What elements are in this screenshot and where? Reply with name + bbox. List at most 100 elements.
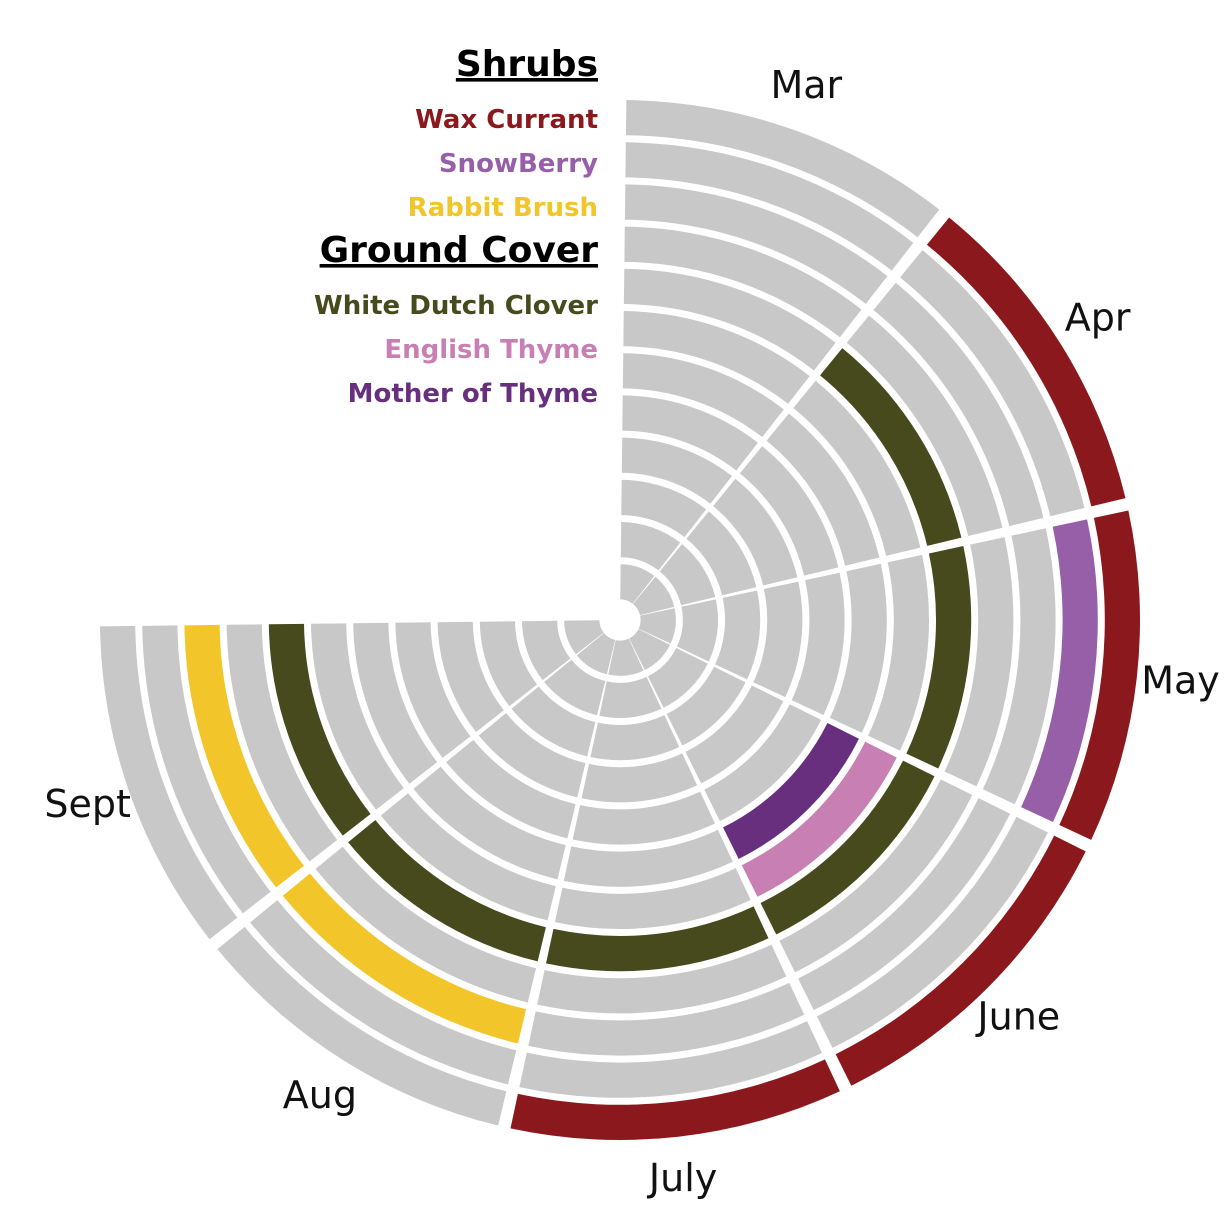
empty-segment — [625, 142, 914, 271]
chart-segments — [100, 100, 1141, 1141]
legend-item-white-dutch-clover: White Dutch Clover — [314, 291, 598, 321]
empty-segment — [250, 900, 517, 1085]
empty-segment — [620, 564, 655, 604]
bloom-segment-english-thyme-june — [741, 741, 897, 897]
empty-segment — [380, 793, 556, 921]
empty-segment — [686, 511, 757, 596]
bloom-segment-white-dutch-clover-july — [546, 906, 769, 972]
empty-segment — [622, 353, 784, 438]
month-label-june: June — [975, 994, 1060, 1038]
empty-segment — [900, 250, 1085, 517]
empty-segment — [599, 676, 662, 718]
bloom-segment-white-dutch-clover-apr — [820, 348, 962, 546]
empty-segment — [623, 311, 810, 404]
empty-segment — [581, 753, 698, 803]
bloom-segment-wax-currant-july — [510, 1059, 840, 1141]
empty-segment — [624, 226, 862, 338]
bloom-segment-mother-of-thyme-june — [723, 723, 859, 859]
empty-segment — [226, 624, 338, 862]
empty-segment — [522, 620, 571, 681]
empty-segment — [638, 608, 676, 644]
empty-segment — [519, 1021, 823, 1098]
bloom-segment-snowberry-may — [1021, 519, 1098, 823]
bloom-segment-white-dutch-clover-june — [760, 760, 935, 935]
month-label-sept: Sept — [44, 782, 131, 826]
bloom-segment-wax-currant-june — [835, 835, 1086, 1086]
empty-segment — [478, 713, 586, 798]
empty-segment — [511, 686, 596, 757]
legend-heading-shrubs: Shrubs — [456, 44, 598, 85]
empty-segment — [647, 647, 708, 708]
empty-segment — [528, 982, 805, 1056]
empty-segment — [791, 572, 845, 715]
month-label-mar: Mar — [770, 63, 842, 107]
empty-segment — [944, 537, 1014, 787]
bloom-segment-white-dutch-clover-sept — [268, 623, 371, 836]
bloom-segment-rabbit-brush-sept — [184, 624, 304, 888]
empty-segment — [715, 590, 761, 680]
empty-segment — [576, 633, 616, 675]
empty-segment — [633, 576, 675, 616]
empty-segment — [564, 620, 604, 655]
empty-segment — [798, 798, 1011, 1011]
empty-segment — [100, 625, 238, 940]
empty-segment — [620, 522, 681, 571]
empty-segment — [766, 413, 880, 566]
month-label-may: May — [1141, 659, 1220, 703]
empty-segment — [793, 380, 921, 556]
empty-segment — [779, 779, 973, 973]
empty-segment — [395, 622, 471, 758]
empty-segment — [563, 829, 733, 887]
bloom-segment-white-dutch-clover-aug — [348, 820, 546, 962]
month-labels: Mar Apr May June July Aug Sept — [44, 63, 1219, 1200]
empty-segment — [816, 816, 1048, 1048]
legend-heading-ground-cover: Ground Cover — [320, 230, 599, 271]
empty-segment — [621, 479, 707, 538]
bloom-segment-white-dutch-clover-may — [906, 546, 972, 769]
empty-segment — [353, 622, 438, 784]
legend-item-snowberry: SnowBerry — [439, 149, 598, 179]
empty-segment — [753, 581, 803, 698]
empty-segment — [659, 544, 716, 606]
empty-segment — [217, 926, 507, 1126]
empty-segment — [608, 638, 644, 676]
empty-segment — [704, 704, 822, 822]
legend-item-english-thyme: English Thyme — [384, 335, 598, 365]
empty-segment — [315, 846, 537, 1003]
empty-segment — [311, 623, 404, 810]
empty-segment — [544, 659, 606, 716]
empty-segment — [479, 621, 538, 707]
legend: Shrubs Wax Currant SnowBerry Rabbit Brush Gr… — [314, 44, 598, 409]
empty-segment — [685, 685, 784, 784]
empty-segment — [982, 528, 1056, 805]
empty-segment — [572, 791, 715, 845]
empty-segment — [554, 868, 751, 930]
empty-segment — [621, 437, 732, 504]
legend-item-mother-of-thyme: Mother of Thyme — [348, 379, 598, 409]
legend-item-rabbit-brush: Rabbit Brush — [408, 193, 598, 223]
empty-segment — [873, 282, 1044, 527]
empty-segment — [666, 666, 746, 746]
empty-segment — [590, 715, 680, 761]
month-label-july: July — [647, 1156, 717, 1200]
empty-segment — [622, 395, 758, 471]
legend-item-wax-currant: Wax Currant — [415, 105, 598, 135]
empty-segment — [625, 100, 940, 238]
empty-segment — [413, 766, 566, 880]
bloom-segment-wax-currant-may — [1059, 510, 1141, 840]
empty-segment — [623, 268, 836, 371]
empty-segment — [142, 625, 271, 914]
bloom-segment-wax-currant-apr — [926, 217, 1126, 507]
empty-segment — [537, 944, 787, 1014]
empty-segment — [446, 739, 576, 839]
empty-segment — [846, 315, 1003, 537]
month-label-aug: Aug — [283, 1073, 357, 1117]
empty-segment — [739, 446, 839, 576]
empty-segment — [629, 629, 670, 670]
bloom-segment-rabbit-brush-aug — [282, 873, 527, 1044]
empty-segment — [829, 563, 887, 733]
month-label-apr: Apr — [1065, 295, 1131, 339]
empty-segment — [868, 554, 930, 751]
empty-segment — [713, 478, 798, 586]
